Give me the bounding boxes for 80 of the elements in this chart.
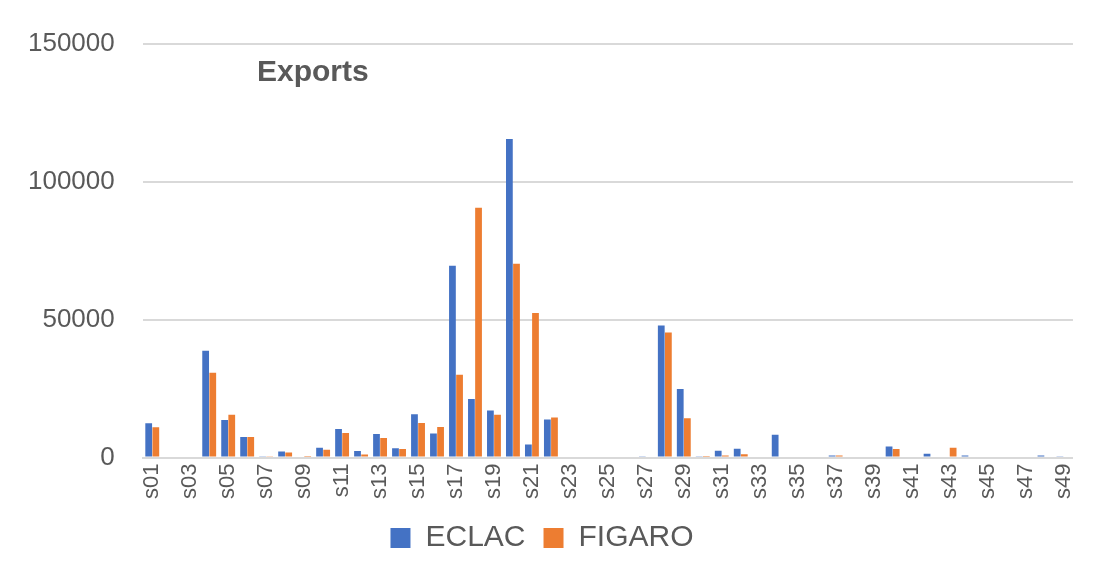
bar xyxy=(323,449,331,457)
bar xyxy=(209,372,217,457)
x-tick-label: s11 xyxy=(328,463,354,498)
x-tick-label: s25 xyxy=(593,463,619,500)
bar xyxy=(152,427,160,457)
bar xyxy=(949,447,957,457)
bar xyxy=(392,448,399,457)
bar xyxy=(373,434,380,457)
x-tick-label: s03 xyxy=(176,463,202,500)
x-tick-label: s29 xyxy=(669,463,695,500)
bar xyxy=(532,312,539,457)
bar xyxy=(411,414,418,457)
x-tick-label: s41 xyxy=(897,463,923,500)
x-tick-label: s33 xyxy=(745,463,771,500)
x-tick-label: s45 xyxy=(973,463,999,500)
bar xyxy=(456,374,463,457)
bar xyxy=(551,417,558,457)
bar xyxy=(923,453,931,457)
y-tick-label: 0 xyxy=(100,440,115,471)
x-tick-label: s43 xyxy=(935,463,961,500)
bar xyxy=(145,423,153,457)
bar xyxy=(380,437,387,457)
x-tick-label: s07 xyxy=(252,463,278,500)
bar xyxy=(316,447,323,457)
x-tick-label: s17 xyxy=(442,463,468,500)
legend-label: FIGARO xyxy=(578,519,694,553)
bar xyxy=(354,450,361,457)
y-tick-label: 50000 xyxy=(42,302,115,333)
bar xyxy=(468,399,475,457)
bar xyxy=(892,448,900,457)
bar xyxy=(475,207,482,457)
x-tick-label: s39 xyxy=(859,463,885,500)
bar xyxy=(676,389,684,457)
x-tick-label: s01 xyxy=(138,463,164,500)
bar xyxy=(733,448,741,457)
bar xyxy=(714,450,722,457)
x-tick-label: s23 xyxy=(555,463,581,500)
x-tick-label: s15 xyxy=(404,463,430,500)
bar xyxy=(885,446,893,457)
bar xyxy=(202,350,210,457)
y-tick-label: 150000 xyxy=(27,26,115,57)
bar xyxy=(221,420,229,457)
bar xyxy=(683,418,691,457)
bar xyxy=(342,432,350,457)
bar xyxy=(278,451,285,457)
bar xyxy=(437,426,444,457)
bar xyxy=(247,437,255,457)
bar xyxy=(513,263,520,457)
bar xyxy=(543,419,551,457)
chart-title: Exports xyxy=(257,54,369,87)
bar xyxy=(228,414,236,457)
bar xyxy=(740,454,748,457)
bar xyxy=(494,414,501,457)
bar xyxy=(240,437,247,457)
legend-label: ECLAC xyxy=(425,519,526,553)
x-tick-label: s19 xyxy=(480,463,506,500)
x-tick-label: s47 xyxy=(1011,463,1037,500)
bar xyxy=(506,139,513,457)
x-tick-label: s05 xyxy=(214,463,240,500)
bar xyxy=(449,265,456,457)
bar xyxy=(657,325,665,457)
y-tick-label: 100000 xyxy=(27,164,115,195)
x-tick-label: s49 xyxy=(1049,463,1075,500)
x-tick-label: s21 xyxy=(517,463,543,500)
bar xyxy=(430,433,437,457)
bar xyxy=(335,429,342,457)
bar xyxy=(487,410,494,457)
bar xyxy=(361,454,369,457)
bar xyxy=(524,444,532,457)
x-tick-label: s35 xyxy=(783,463,809,500)
bar xyxy=(418,423,425,457)
x-tick-label: s27 xyxy=(631,463,657,500)
x-tick-label: s13 xyxy=(366,463,392,500)
bar xyxy=(664,332,672,457)
x-tick-label: s09 xyxy=(290,463,316,500)
bar xyxy=(285,452,293,457)
x-tick-label: s31 xyxy=(707,463,733,500)
bar xyxy=(771,434,779,457)
x-tick-label: s37 xyxy=(821,463,847,500)
bar xyxy=(399,448,406,457)
